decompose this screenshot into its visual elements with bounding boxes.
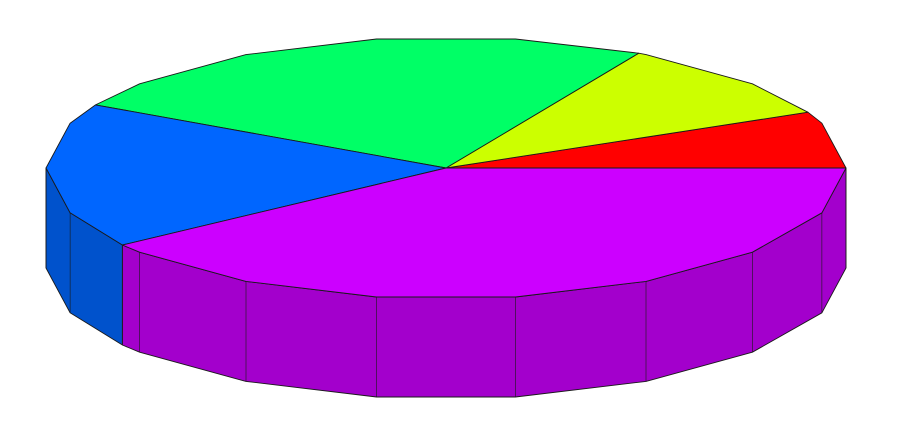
- pie-sides: [45, 167, 847, 398]
- pie-slice-5: [121, 167, 847, 298]
- pie-top: [45, 38, 847, 298]
- pie-slice-3: [95, 38, 640, 169]
